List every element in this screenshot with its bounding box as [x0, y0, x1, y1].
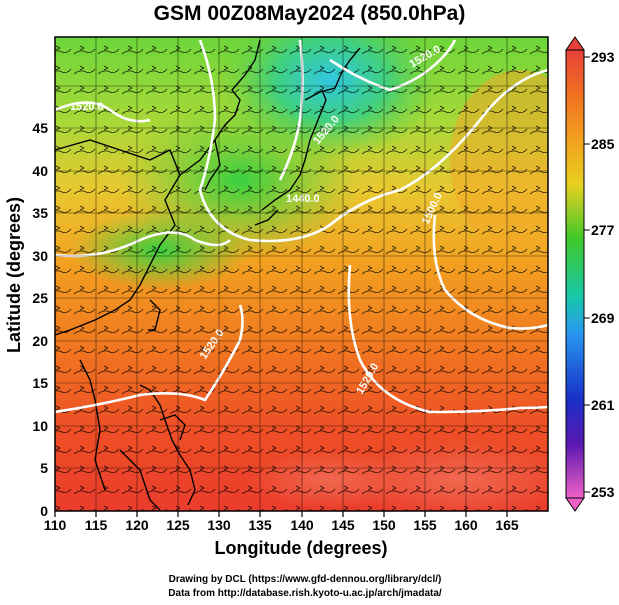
colorbar-scale [565, 49, 585, 499]
x-axis-label: Longitude (degrees) [214, 538, 387, 558]
x-tick-label: 155 [413, 517, 437, 533]
credit-drawing: Drawing by DCL (https://www.gfd-dennou.o… [168, 574, 442, 585]
x-tick-label: 125 [166, 517, 190, 533]
colorbar-top-arrow [565, 36, 585, 51]
y-tick-label: 25 [32, 290, 48, 306]
x-tick-label: 165 [495, 517, 519, 533]
y-tick-label: 45 [32, 120, 48, 136]
y-tick-labels: 0 5 10 15 20 25 30 35 40 45 [32, 120, 48, 519]
colorbar-label: 269 [591, 310, 615, 326]
x-tick-labels: 110 115 120 125 130 135 140 145 150 155 … [44, 517, 519, 533]
colorbar-label: 277 [591, 222, 615, 238]
temperature-field [55, 37, 548, 511]
colorbar-label: 285 [591, 136, 615, 152]
map-figure: 1520.0 1520.0 1520.0 1440.0 1500.0 1520.… [4, 36, 615, 558]
x-tick-label: 150 [372, 517, 396, 533]
y-tick-label: 15 [32, 375, 48, 391]
contour-label: 1520.0 [70, 101, 104, 113]
contour-label: 1440.0 [286, 193, 320, 205]
y-tick-label: 10 [32, 418, 48, 434]
y-tick-label: 20 [32, 333, 48, 349]
chart-title: GSM 00Z08May2024 (850.0hPa) [153, 2, 466, 25]
x-tick-label: 115 [85, 517, 108, 533]
credit-data: Data from http://database.rish.kyoto-u.a… [168, 588, 442, 599]
colorbar-bottom-arrow [565, 497, 585, 512]
x-tick-label: 140 [290, 517, 314, 533]
colorbar: 293 285 277 269 261 253 [565, 36, 615, 512]
x-tick-label: 145 [331, 517, 355, 533]
colorbar-label: 293 [591, 49, 615, 65]
x-tick-label: 135 [248, 517, 272, 533]
height-contours [55, 39, 548, 414]
x-tick-label: 130 [207, 517, 231, 533]
y-axis-label: Latitude (degrees) [4, 197, 24, 353]
colorbar-label: 261 [591, 397, 615, 413]
x-tick-label: 110 [44, 517, 67, 533]
y-tick-label: 35 [32, 205, 48, 221]
y-tick-label: 40 [32, 163, 48, 179]
y-tick-label: 5 [40, 460, 48, 476]
x-tick-label: 160 [454, 517, 478, 533]
x-tick-label: 120 [125, 517, 149, 533]
colorbar-label: 253 [591, 484, 615, 500]
x-tick-marks [54, 511, 508, 517]
grid-lines [55, 37, 548, 511]
y-tick-label: 0 [40, 503, 48, 519]
y-tick-label: 30 [32, 248, 48, 264]
